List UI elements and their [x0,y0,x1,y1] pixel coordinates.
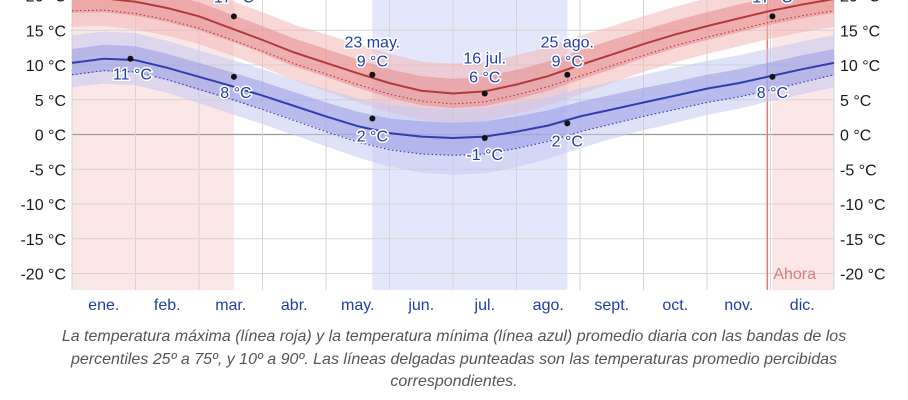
y-tick-right-1: 15 °C [840,23,880,40]
x-tick-4: may. [341,297,374,314]
annotation-label-6: 16 jul. [463,50,506,67]
temperature-chart: 20 °C 20 °C 15 °C 15 °C 10 °C 10 °C 5 °C 5 °C 0 … [20,0,886,314]
x-tick-11: dic. [790,297,815,314]
y-tick-left-8: -20 °C [20,267,66,284]
annotation-dot-11 [564,120,571,127]
y-tick-left-0: 20 °C [26,0,66,6]
annotation-label-10: 9 °C [552,54,583,71]
y-tick-right-3: 5 °C [840,93,871,110]
y-tick-right-2: 10 °C [840,58,880,75]
annotation-label-1: 11 °C [113,67,152,84]
mean-line-0 [110,0,835,95]
x-tick-8: sept. [594,297,629,314]
annotation-dot-8 [481,134,488,141]
x-tick-9: oct. [662,297,688,314]
annotation-label-11: 2 °C [552,133,583,150]
x-tick-3: abr. [281,297,308,314]
y-tick-left-4: 0 °C [35,128,66,145]
annotation-label-12: 17 °C [752,0,792,6]
now-marker-label: Ahora [773,266,816,283]
x-tick-7: ago. [533,297,564,314]
x-tick-1: feb. [154,297,181,314]
y-tick-right-4: 0 °C [840,128,871,145]
annotation-dot-12 [769,13,776,20]
y-tick-right-8: -20 °C [840,267,886,284]
annotation-dot-0 [230,13,237,20]
annotation-label-7: 6 °C [469,69,500,86]
annotation-dot-13 [769,73,776,80]
annotation-label-8: -1 °C [466,147,503,164]
annotation-label-4: 9 °C [357,54,388,71]
y-tick-left-6: -10 °C [20,197,66,214]
band-p25-75-1 [72,44,834,156]
y-tick-right-6: -10 °C [840,197,886,214]
annotation-dot-5 [369,115,376,122]
annotation-label-0: 17 °C [214,0,254,6]
chart-caption: La temperatura máxima (línea roja) y la … [61,328,847,390]
y-tick-left-2: 10 °C [26,58,66,75]
annotation-label-5: 2 °C [357,129,388,146]
feels-like-line-0 [71,9,835,105]
annotation-dot-2 [230,73,237,80]
percentile-bands [72,0,834,175]
annotation-label-3: 23 may. [344,35,400,52]
x-tick-0: ene. [88,297,119,314]
feels-like-line-1 [71,70,835,156]
axis-labels: 20 °C 20 °C 15 °C 15 °C 10 °C 10 °C 5 °C 5 °C 0 … [20,0,885,314]
y-tick-left-7: -15 °C [20,232,66,249]
annotation-dot-10 [564,71,571,78]
x-tick-10: nov. [724,297,753,314]
annotation-label-13: 8 °C [757,85,788,102]
mean-line-1 [71,57,835,140]
annotation-markers [127,13,776,141]
annotation-dot-7 [481,90,488,97]
y-tick-right-7: -15 °C [840,232,886,249]
y-tick-left-5: -5 °C [29,162,66,179]
y-tick-right-0: 20 °C [840,0,880,6]
y-tick-left-1: 15 °C [26,23,66,40]
y-tick-left-3: 5 °C [35,93,66,110]
annotation-dot-1 [127,55,134,62]
series-lines [71,0,835,156]
x-tick-2: mar. [215,297,246,314]
x-tick-5: jun. [407,297,434,314]
y-tick-right-5: -5 °C [840,162,877,179]
annotation-label-2: 8 °C [220,85,251,102]
annotation-dot-4 [369,71,376,78]
x-tick-6: jul. [474,297,495,314]
annotation-label-9: 25 ago. [541,35,594,52]
band-p25-75-0 [72,0,834,109]
